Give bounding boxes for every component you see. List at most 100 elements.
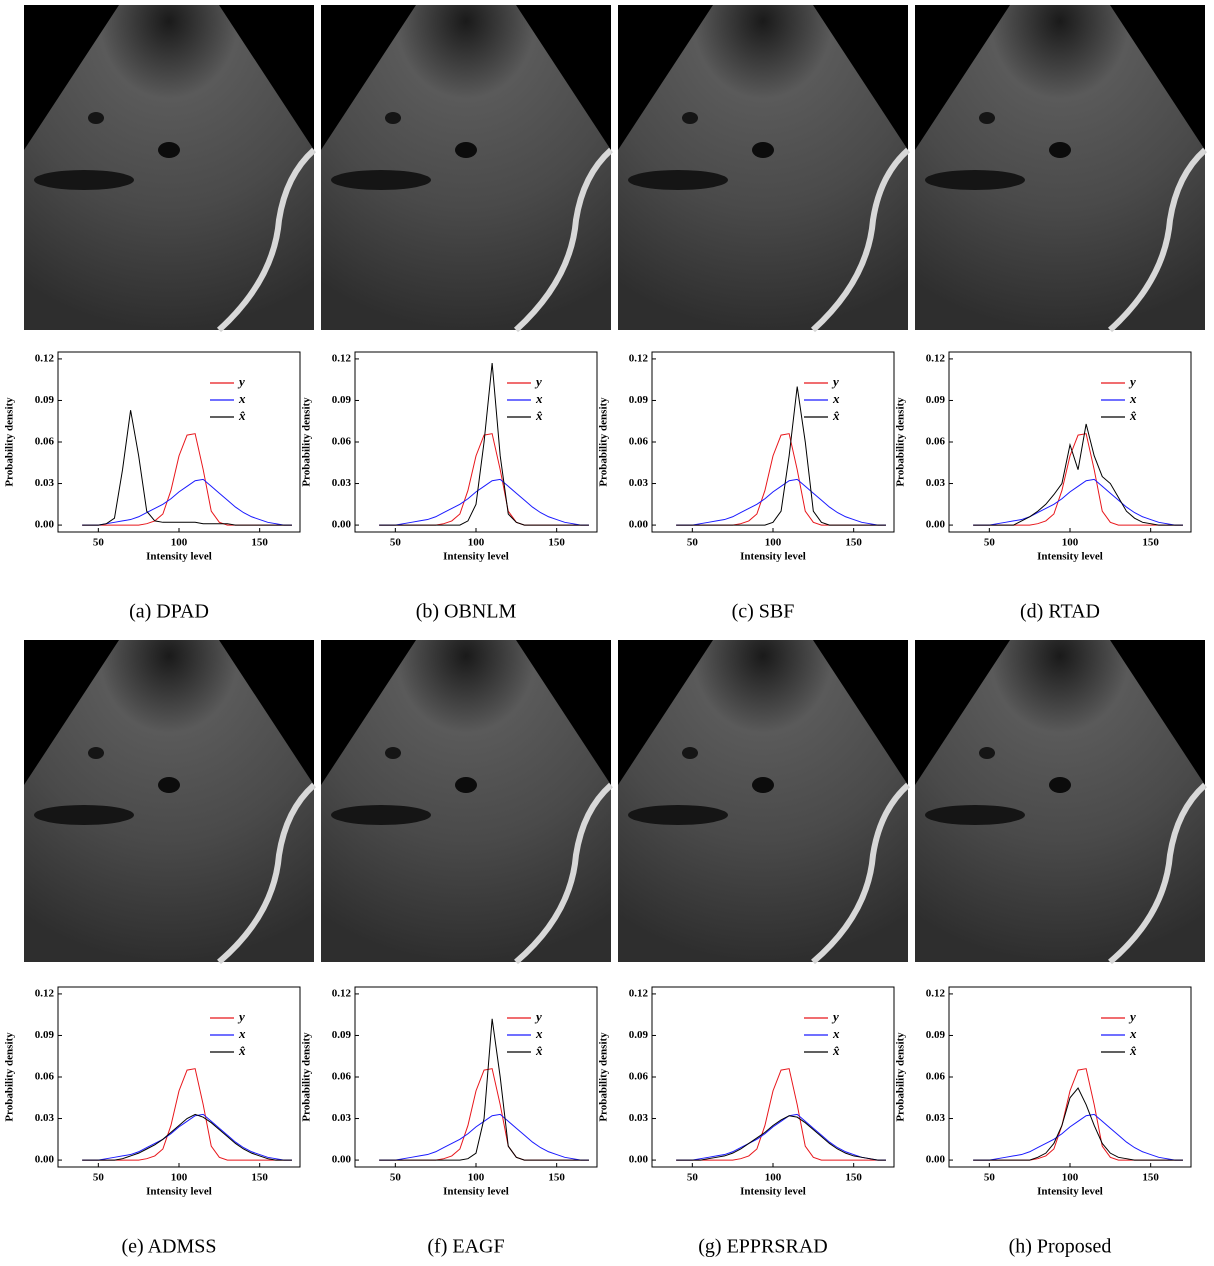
vessel — [88, 112, 104, 124]
y-tick-label: 0.00 — [332, 1154, 352, 1166]
plot-frame — [57, 986, 301, 1168]
series-line — [973, 1113, 1183, 1161]
y-tick-label: 0.12 — [629, 352, 649, 364]
dark-region — [34, 170, 134, 190]
y-tick-label: 0.06 — [629, 1071, 649, 1083]
dark-region — [628, 805, 728, 825]
vessel — [979, 112, 995, 124]
y-tick-label: 0.09 — [926, 1029, 946, 1041]
series-line — [82, 478, 292, 526]
y-tick-label: 0.09 — [926, 394, 946, 406]
plot-frame — [948, 351, 1192, 533]
x-tick-label: 100 — [468, 1172, 485, 1184]
y-tick-label: 0.12 — [926, 352, 946, 364]
x-tick-label: 50 — [93, 1172, 105, 1184]
legend-label: y — [534, 1009, 542, 1024]
bright-boundary — [1107, 147, 1208, 333]
y-tick-label: 0.03 — [35, 477, 55, 489]
bright-boundary — [217, 782, 317, 965]
y-tick-label: 0.12 — [629, 987, 649, 999]
bright-boundary — [810, 147, 911, 333]
series-line — [973, 478, 1183, 526]
legend-label: y — [1128, 1009, 1136, 1024]
plot-frame — [948, 986, 1192, 1168]
x-tick-label: 100 — [468, 537, 485, 549]
y-tick-label: 0.09 — [35, 394, 55, 406]
x-tick-label: 100 — [1062, 537, 1079, 549]
legend-label: x̂ — [1129, 408, 1137, 423]
ultrasound-image — [24, 640, 314, 962]
legend-label: x̂ — [832, 408, 840, 423]
series-line — [379, 1113, 589, 1161]
series-line — [973, 1068, 1183, 1161]
y-axis-label: Probability density — [4, 397, 16, 487]
vessel — [682, 112, 698, 124]
series-line — [973, 423, 1183, 526]
legend-label: y — [1128, 374, 1136, 389]
series-line — [676, 478, 886, 526]
vessel — [455, 142, 477, 158]
legend-label: x̂ — [535, 1043, 543, 1058]
x-tick-label: 150 — [548, 1172, 565, 1184]
y-tick-label: 0.09 — [35, 1029, 55, 1041]
legend-label: x̂ — [238, 408, 246, 423]
y-tick-label: 0.00 — [35, 519, 55, 531]
vessel — [158, 142, 180, 158]
x-tick-label: 100 — [765, 537, 782, 549]
plot-frame — [354, 986, 598, 1168]
x-tick-label: 50 — [984, 1172, 996, 1184]
x-tick-label: 100 — [1062, 1172, 1079, 1184]
caption: (f) EAGF — [427, 1236, 504, 1258]
y-tick-label: 0.03 — [629, 477, 649, 489]
legend-label: y — [831, 374, 839, 389]
x-tick-label: 150 — [251, 537, 268, 549]
y-axis-label: Probability density — [301, 1032, 313, 1122]
bright-boundary — [513, 147, 614, 333]
legend-label: x — [832, 1026, 840, 1041]
series-line — [973, 1087, 1183, 1161]
vessel — [1049, 142, 1071, 158]
y-tick-label: 0.06 — [35, 436, 55, 448]
x-tick-label: 50 — [687, 537, 699, 549]
y-tick-label: 0.09 — [332, 394, 352, 406]
ultrasound-image — [915, 640, 1205, 962]
y-tick-label: 0.06 — [629, 436, 649, 448]
legend-label: x̂ — [535, 408, 543, 423]
series-line — [82, 1113, 292, 1161]
series-line — [82, 1113, 292, 1161]
y-tick-label: 0.00 — [926, 1154, 946, 1166]
dark-region — [628, 170, 728, 190]
x-tick-label: 150 — [1142, 537, 1159, 549]
x-tick-label: 150 — [845, 537, 862, 549]
y-tick-label: 0.06 — [926, 1071, 946, 1083]
y-tick-label: 0.03 — [629, 1112, 649, 1124]
series-line — [676, 1068, 886, 1161]
legend-label: x̂ — [832, 1043, 840, 1058]
y-tick-label: 0.09 — [332, 1029, 352, 1041]
y-axis-label: Probability density — [895, 1032, 907, 1122]
legend-label: x — [238, 391, 246, 406]
y-axis-label: Probability density — [4, 1032, 16, 1122]
y-tick-label: 0.06 — [926, 436, 946, 448]
y-tick-label: 0.12 — [926, 987, 946, 999]
x-axis-label: Intensity level — [1037, 1186, 1103, 1198]
legend-label: x — [535, 391, 543, 406]
caption: (d) RTAD — [1020, 601, 1100, 623]
bright-boundary — [811, 782, 911, 965]
caption: (h) Proposed — [1009, 1236, 1112, 1258]
x-tick-label: 150 — [1142, 1172, 1159, 1184]
y-tick-label: 0.12 — [332, 987, 352, 999]
vessel — [158, 777, 180, 793]
y-tick-label: 0.03 — [35, 1112, 55, 1124]
vessel — [385, 112, 401, 124]
x-tick-label: 50 — [93, 537, 105, 549]
y-tick-label: 0.03 — [332, 477, 352, 489]
bright-boundary — [216, 147, 317, 333]
series-line — [379, 363, 589, 526]
series-line — [82, 433, 292, 526]
x-tick-label: 50 — [390, 537, 402, 549]
ultrasound-image — [321, 5, 611, 330]
legend-label: x — [832, 391, 840, 406]
y-tick-label: 0.09 — [629, 1029, 649, 1041]
